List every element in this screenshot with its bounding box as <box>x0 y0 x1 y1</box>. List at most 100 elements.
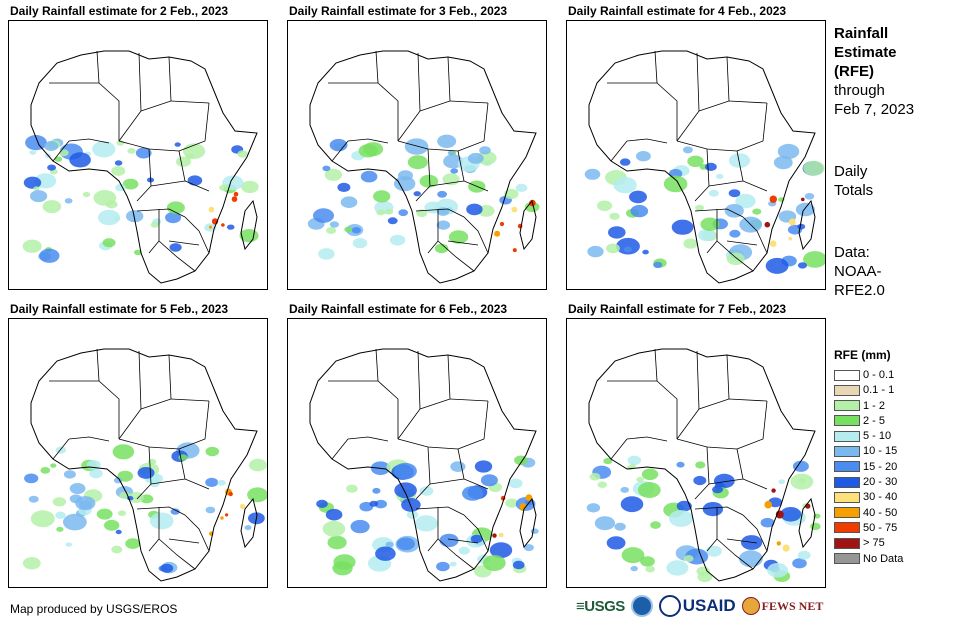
rain-blob <box>697 571 713 583</box>
madagascar-outline <box>240 497 258 549</box>
rain-blob <box>385 541 394 548</box>
usaid-logo: USAID <box>658 595 736 617</box>
rain-blob <box>683 238 698 249</box>
title-line: Rainfall <box>834 25 889 42</box>
panel-title: Daily Rainfall estimate for 6 Feb., 2023 <box>289 302 508 316</box>
country-border <box>347 138 389 144</box>
rain-blob <box>439 533 459 548</box>
fews-net-logo: FEWS NET <box>741 597 824 615</box>
rain-hotspot <box>769 195 777 203</box>
rain-blob <box>169 243 182 252</box>
country-border <box>178 400 210 450</box>
rain-blob <box>174 142 181 147</box>
country-border <box>463 216 489 254</box>
rain-blob <box>724 204 744 218</box>
rain-blob <box>623 246 632 253</box>
rain-blob <box>671 219 694 235</box>
legend-label: 2 - 5 <box>863 414 886 427</box>
rain-blob <box>318 248 335 260</box>
rain-blob <box>219 184 229 191</box>
rain-blob <box>803 251 825 268</box>
rain-blob <box>205 506 216 514</box>
country-border <box>148 209 160 254</box>
country-border <box>447 538 479 544</box>
rain-blob <box>30 510 55 528</box>
rain-blob <box>630 566 638 572</box>
fews-wordmark: FEWS NET <box>761 598 824 613</box>
rain-blob <box>374 499 387 509</box>
rain-blob <box>466 203 483 216</box>
country-border <box>736 448 768 490</box>
country-border <box>708 478 744 485</box>
rain-blob <box>514 455 528 466</box>
country-border <box>457 400 489 450</box>
country-border <box>96 348 100 382</box>
rain-blob <box>629 190 647 204</box>
rain-blob <box>608 226 626 239</box>
rain-blob <box>332 561 353 576</box>
rain-blob <box>30 190 48 203</box>
country-border <box>463 514 489 552</box>
country-border <box>150 478 186 485</box>
rain-blob <box>226 224 235 230</box>
rain-blob <box>640 556 655 567</box>
country-border <box>328 380 399 439</box>
rain-blob <box>134 249 142 256</box>
madagascar-outline <box>798 497 816 549</box>
rain-blob <box>448 230 469 244</box>
rain-blob <box>447 150 455 156</box>
country-border <box>328 82 399 141</box>
title-line: Estimate <box>834 44 897 61</box>
rain-blob <box>728 189 741 198</box>
rainfall-map <box>287 20 547 290</box>
rain-hotspot <box>239 503 246 510</box>
rain-blob <box>449 561 457 567</box>
legend-label: 15 - 20 <box>863 460 898 473</box>
country-border <box>49 380 120 439</box>
rain-blob <box>137 467 155 479</box>
country-border <box>610 438 628 460</box>
map-panel-feb-2: Daily Rainfall estimate for 2 Feb., 2023 <box>8 4 270 290</box>
rain-blob <box>150 221 159 228</box>
rain-blob <box>627 455 642 466</box>
rain-blob <box>92 141 116 158</box>
sidebar-title: Rainfall Estimate (RFE) through Feb 7, 2… <box>834 24 914 119</box>
rain-blob <box>217 479 226 486</box>
country-border <box>726 538 758 544</box>
data-line: Data: <box>834 244 870 261</box>
rain-blob <box>58 149 69 157</box>
map-panel-feb-4: Daily Rainfall estimate for 4 Feb., 2023 <box>566 4 828 290</box>
legend-label: > 75 <box>863 537 885 550</box>
panel-title: Daily Rainfall estimate for 3 Feb., 2023 <box>289 4 508 18</box>
legend-swatch <box>834 476 860 488</box>
country-border <box>68 138 110 144</box>
country-border <box>158 538 196 570</box>
rain-blob <box>597 481 607 488</box>
rain-blob <box>419 174 439 188</box>
rain-blob <box>650 521 661 529</box>
country-border <box>170 398 210 402</box>
country-border <box>694 446 710 500</box>
rain-blob <box>584 168 601 180</box>
rain-blob <box>474 460 493 473</box>
rain-blob <box>373 190 391 203</box>
rain-blob <box>760 517 775 528</box>
rain-blob <box>606 243 620 254</box>
rain-blob <box>166 201 185 214</box>
logo-strip: ≡USGS USAID FEWS NET <box>576 595 823 617</box>
country-border <box>607 380 678 439</box>
rain-blob <box>111 545 123 554</box>
country-border <box>610 140 628 162</box>
rain-blob <box>241 180 259 194</box>
rain-blob <box>187 175 203 186</box>
rain-blob <box>69 483 86 494</box>
legend-label: 5 - 10 <box>863 430 892 443</box>
madagascar-outline <box>519 497 537 549</box>
rain-blob <box>798 478 806 484</box>
map-credit: Map produced by USGS/EROS <box>10 602 178 616</box>
country-border <box>178 102 210 152</box>
country-border <box>170 100 210 104</box>
rain-blob <box>65 542 72 547</box>
legend-item: 40 - 50 <box>834 506 903 520</box>
rain-blob <box>729 229 741 238</box>
